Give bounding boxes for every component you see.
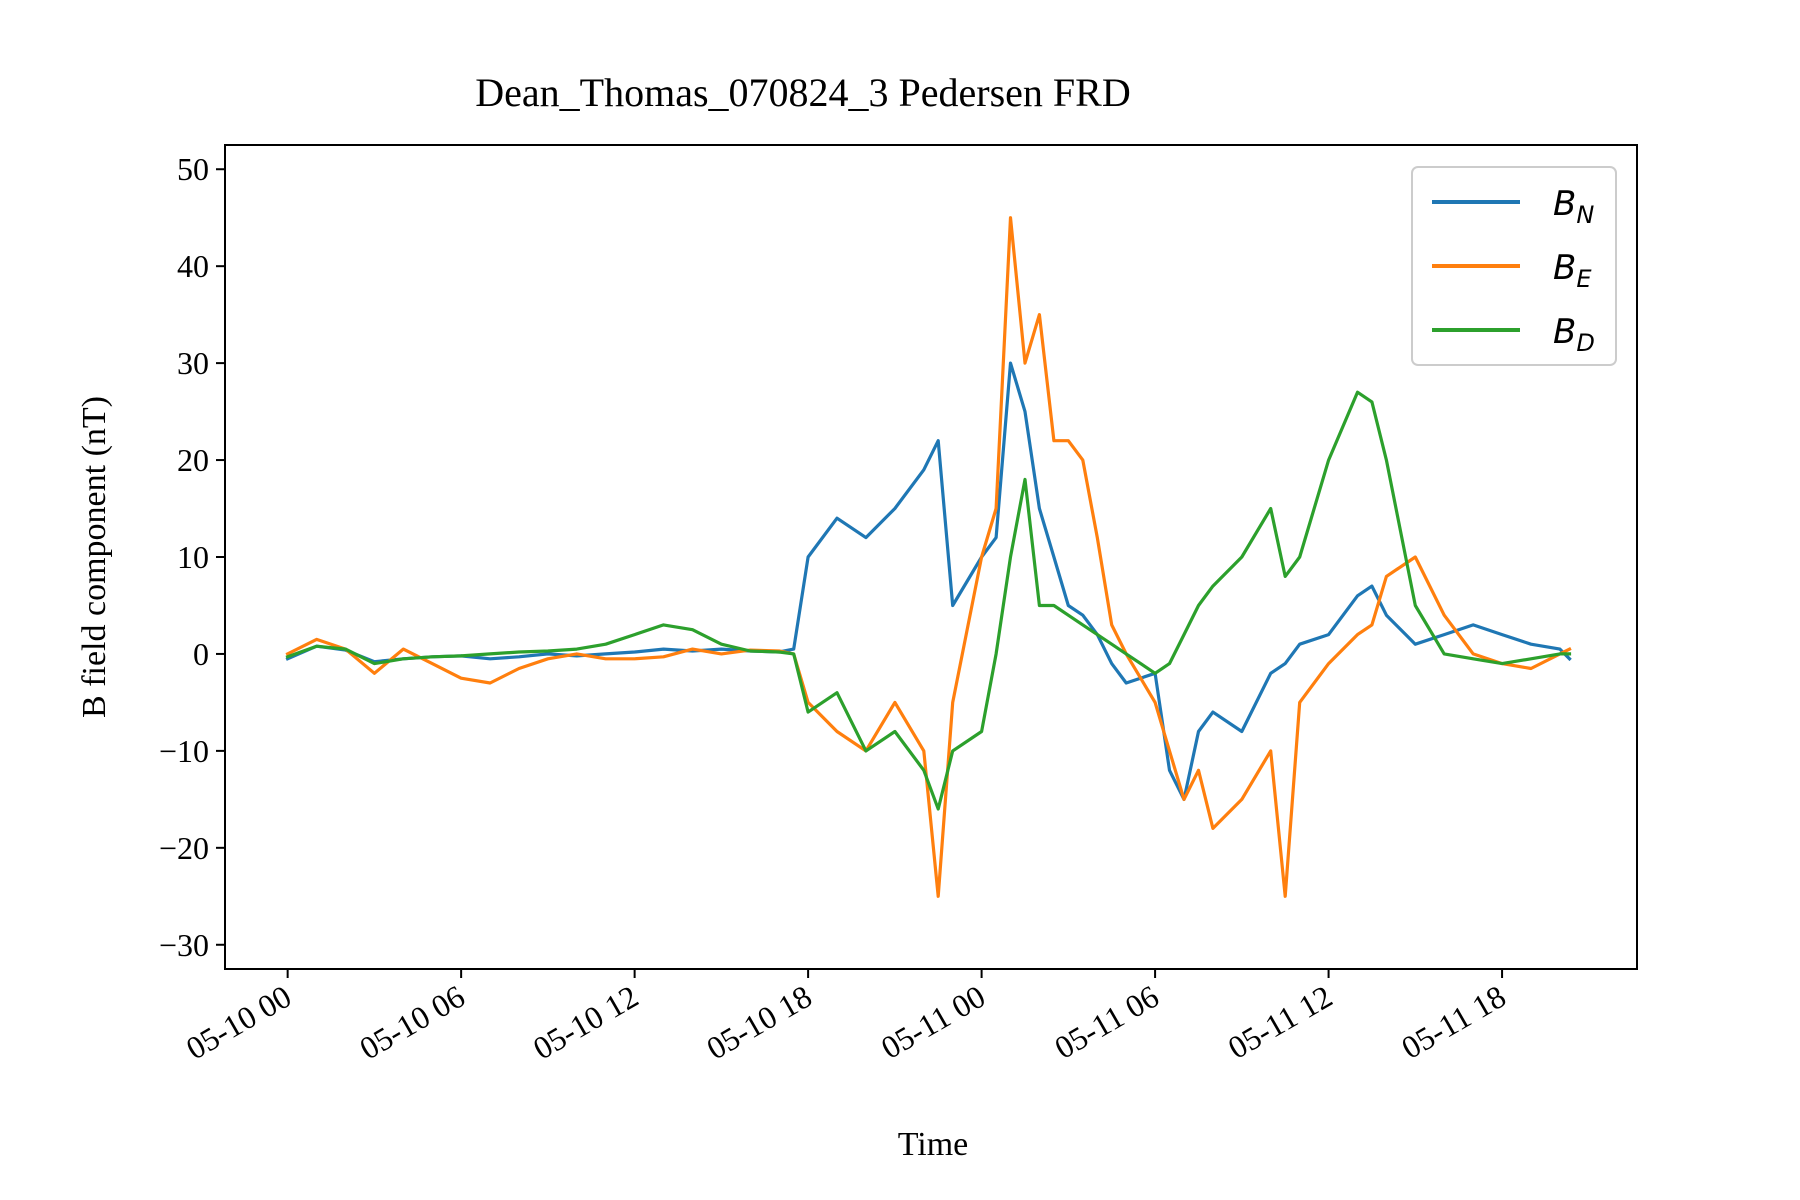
y-tick-label: 30 [177,345,209,381]
y-tick-label: 10 [177,539,209,575]
y-axis: −30 −20 −10 0 10 20 30 40 50 [159,151,225,963]
series-line-b-d [285,390,1572,811]
y-tick-label: 0 [193,636,209,672]
series-line-b-n [285,361,1572,802]
y-tick-label: 40 [177,248,209,284]
y-tick-label: 20 [177,442,209,478]
y-tick-label: −10 [159,733,209,769]
series-layer [285,216,1572,898]
chart-title: Dean_Thomas_070824_3 Pedersen FRD [475,70,1130,115]
y-tick-label: −20 [159,830,209,866]
y-axis-label: B field component (nT) [76,396,113,718]
y-tick-label: 50 [177,151,209,187]
legend: BN BE BD [1411,166,1617,366]
legend-label: BE [1553,248,1592,293]
legend-label: BN [1553,184,1594,229]
x-axis-label: Time [898,1126,969,1163]
legend-label: BD [1553,312,1595,357]
y-tick-label: −30 [159,927,209,963]
series-line-b-e [285,216,1572,898]
